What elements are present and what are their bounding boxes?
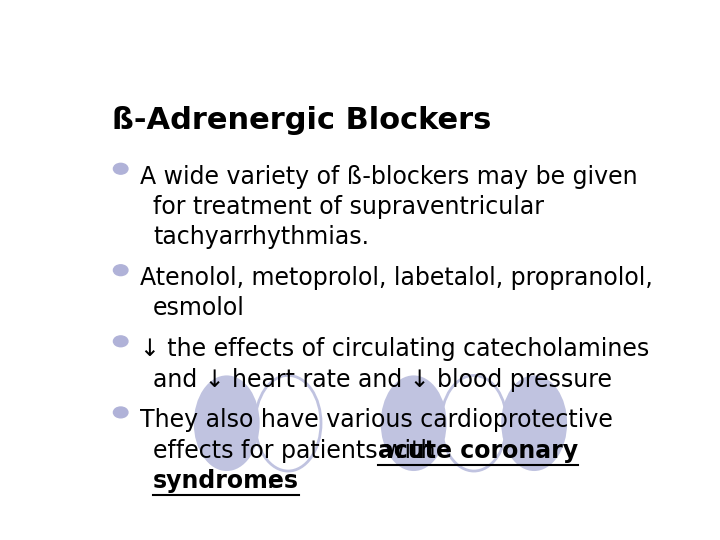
Text: ß-Adrenergic Blockers: ß-Adrenergic Blockers [112, 106, 492, 136]
Text: for treatment of supraventricular: for treatment of supraventricular [153, 195, 544, 219]
Ellipse shape [381, 375, 446, 471]
Text: A wide variety of ß-blockers may be given: A wide variety of ß-blockers may be give… [140, 165, 638, 188]
Circle shape [114, 407, 128, 418]
Text: effects for patients with: effects for patients with [153, 438, 443, 463]
Text: They also have various cardioprotective: They also have various cardioprotective [140, 408, 613, 432]
Text: ↓ the effects of circulating catecholamines: ↓ the effects of circulating catecholami… [140, 337, 649, 361]
Text: syndromes: syndromes [153, 469, 299, 493]
Text: esmolol: esmolol [153, 296, 245, 320]
Circle shape [114, 163, 128, 174]
Text: .: . [266, 469, 274, 493]
Ellipse shape [501, 375, 567, 471]
Text: Atenolol, metoprolol, labetalol, propranolol,: Atenolol, metoprolol, labetalol, propran… [140, 266, 653, 290]
Circle shape [114, 336, 128, 347]
Text: and ↓ heart rate and ↓ blood pressure: and ↓ heart rate and ↓ blood pressure [153, 368, 612, 392]
Ellipse shape [194, 375, 260, 471]
Circle shape [114, 265, 128, 275]
Text: acute coronary: acute coronary [378, 438, 578, 463]
Text: tachyarrhythmias.: tachyarrhythmias. [153, 225, 369, 249]
